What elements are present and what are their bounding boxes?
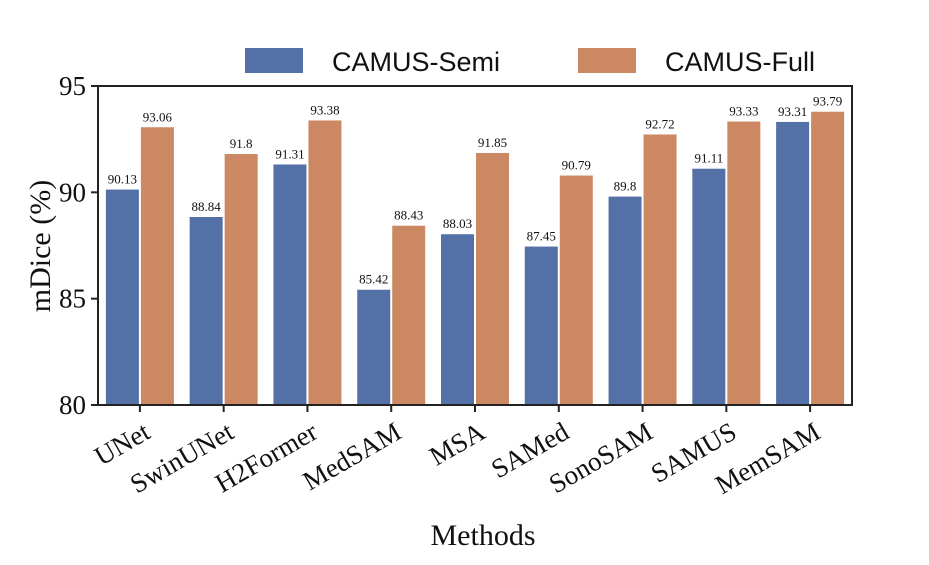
bar-samed-camus-full — [559, 175, 593, 405]
value-label-swinunet-camus-full: 91.8 — [230, 136, 253, 151]
bar-samus-camus-semi — [692, 168, 726, 405]
value-label-unet-camus-full: 93.06 — [143, 109, 173, 124]
y-tick-label-80: 80 — [59, 390, 86, 420]
value-label-h2former-camus-full: 93.38 — [310, 102, 339, 117]
bar-value-labels: 90.13 93.06 88.84 91.8 91.31 93.38 85.42 88.43 8… — [108, 94, 842, 287]
value-label-unet-camus-semi: 90.13 — [108, 172, 137, 187]
value-label-h2former-camus-semi: 91.31 — [275, 146, 304, 161]
bar-unet-camus-full — [140, 127, 174, 406]
legend-label-camus-full: CAMUS-Full — [665, 47, 815, 77]
bar-msa-camus-semi — [441, 234, 474, 405]
bar-msa-camus-full — [476, 152, 509, 405]
value-label-msa-camus-full: 91.85 — [478, 135, 507, 150]
bar-medsam-camus-full — [392, 225, 426, 405]
value-label-samus-camus-full: 93.33 — [729, 104, 758, 119]
bar-samed-camus-semi — [524, 246, 558, 405]
value-label-swinunet-camus-semi: 88.84 — [192, 199, 222, 214]
y-tick-label-90: 90 — [59, 177, 86, 207]
y-tick-label-95: 95 — [59, 71, 86, 101]
x-axis-title: Methods — [431, 519, 536, 552]
legend: CAMUS-Semi CAMUS-Full — [245, 47, 815, 77]
value-label-samed-camus-full: 90.79 — [562, 158, 591, 173]
value-label-sonosam-camus-semi: 89.8 — [614, 179, 637, 194]
bar-unet-camus-semi — [105, 189, 139, 405]
bar-medsam-camus-semi — [357, 289, 391, 405]
legend-label-camus-semi: CAMUS-Semi — [332, 47, 500, 77]
bar-swinunet-camus-full — [224, 154, 258, 405]
bar-h2former-camus-full — [308, 120, 342, 406]
bar-sonosam-camus-semi — [608, 196, 642, 405]
x-tick-label-msa: MSA — [424, 416, 490, 471]
value-label-medsam-camus-semi: 85.42 — [359, 272, 388, 287]
y-axis-title: mDice (%) — [24, 180, 57, 312]
bar-swinunet-camus-semi — [189, 217, 223, 405]
value-label-sonosam-camus-full: 92.72 — [645, 116, 674, 131]
value-label-samus-camus-semi: 91.11 — [694, 151, 723, 166]
bars — [105, 111, 845, 406]
axes — [91, 85, 853, 412]
bar-h2former-camus-semi — [273, 164, 307, 405]
y-tick-label-85: 85 — [59, 284, 86, 314]
bar-memsam-camus-semi — [776, 121, 810, 405]
bar-sonosam-camus-full — [643, 134, 677, 405]
value-label-memsam-camus-full: 93.79 — [813, 94, 842, 109]
value-label-msa-camus-semi: 88.03 — [443, 216, 472, 231]
bar-samus-camus-full — [727, 121, 761, 406]
legend-swatch-camus-full — [578, 48, 636, 73]
value-label-samed-camus-semi: 87.45 — [527, 229, 556, 244]
value-label-memsam-camus-semi: 93.31 — [778, 104, 807, 119]
bar-memsam-camus-full — [811, 111, 845, 405]
value-label-medsam-camus-full: 88.43 — [394, 208, 423, 223]
legend-swatch-camus-semi — [245, 48, 303, 73]
